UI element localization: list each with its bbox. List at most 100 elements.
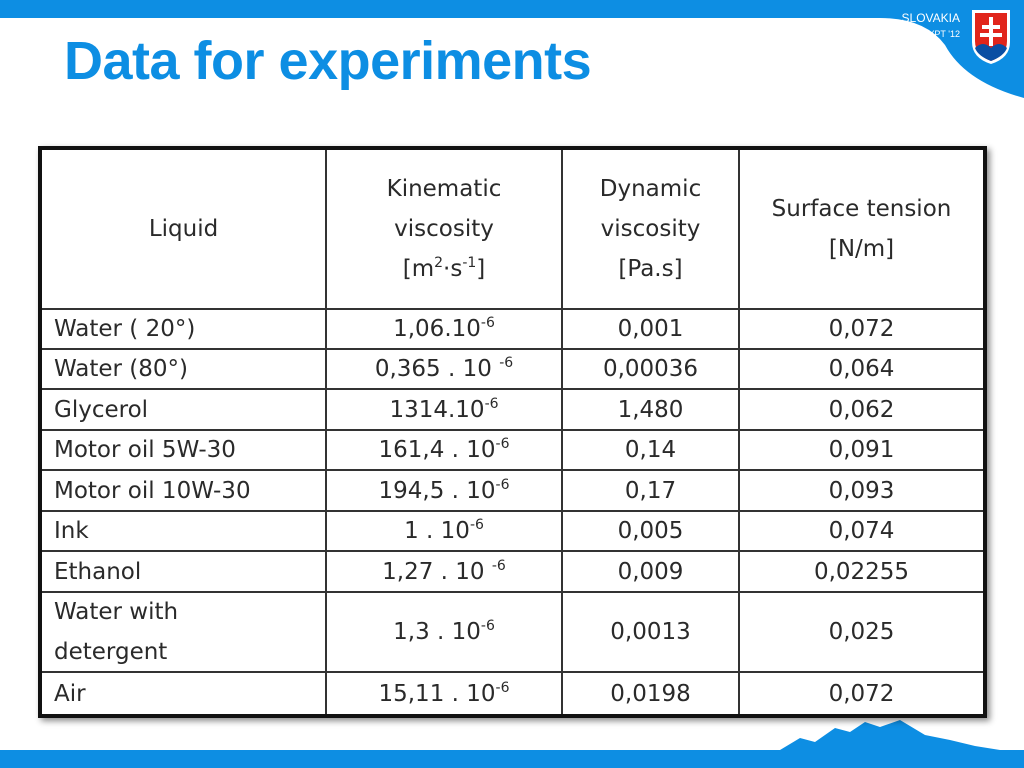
cell-text: 0,093 [828, 477, 895, 504]
bottom-band [0, 750, 1024, 768]
header-text: Liquid [148, 216, 219, 242]
cell-text: Ink [54, 518, 89, 544]
table-cell: 0,14 [563, 431, 740, 469]
header-cell: Dynamic viscosity [Pa.s] [563, 150, 740, 308]
table-cell: 0,093 [740, 471, 983, 510]
cell-text: Water ( 20°) [54, 316, 196, 342]
cell-line: detergent [54, 639, 168, 665]
cell-value: 161,4 . 10-6 [378, 430, 509, 470]
cell-text: 0,0013 [610, 619, 691, 645]
table-cell: 15,11 . 10-6 [327, 673, 563, 714]
cell-text: 0,025 [828, 619, 895, 645]
table-row: Ink 1 . 10-6 0,005 0,074 [42, 512, 983, 552]
cell-value: 1,3 . 10-6 [393, 612, 495, 652]
table-cell: 1,480 [563, 390, 740, 429]
table-row: Motor oil 10W-30 194,5 . 10-6 0,17 0,093 [42, 471, 983, 512]
table-row: Glycerol 1314.10-6 1,480 0,062 [42, 390, 983, 431]
superscript: -6 [469, 517, 484, 533]
superscript: -6 [495, 476, 510, 493]
header-text: ] [476, 256, 486, 282]
header-text: [N/m] [828, 236, 895, 262]
cell-value: 1,06.10-6 [393, 309, 495, 349]
table-cell: Ink [42, 512, 327, 550]
mountains [780, 720, 1000, 750]
table-cell: 1 . 10-6 [327, 512, 563, 550]
table-cell: 0,072 [740, 673, 983, 714]
header-line: Kinematic [387, 169, 502, 209]
table-cell: 194,5 . 10-6 [327, 471, 563, 510]
cell-text: 1,480 [617, 396, 684, 423]
header-line: [N/m] [829, 229, 894, 269]
table-cell: 0,025 [740, 593, 983, 671]
table-cell: 0,074 [740, 512, 983, 550]
cell-text: 0,365 . 10 [374, 356, 500, 382]
logo-country: SLOVAKIA [902, 11, 960, 25]
superscript: -1 [462, 255, 477, 271]
table-cell: 0,365 . 10 -6 [327, 350, 563, 388]
cell-text: Motor oil 10W-30 [54, 477, 251, 504]
header-line: [Pa.s] [618, 249, 682, 289]
superscript: -6 [495, 679, 510, 696]
cell-value: 1 . 10-6 [404, 511, 484, 551]
cell-text: 0,02255 [813, 558, 910, 585]
table-cell: 0,0013 [563, 593, 740, 671]
cell-text: 1314.10 [389, 396, 485, 423]
cell-text: 1,06.10 [393, 316, 481, 342]
header-line: viscosity [394, 209, 494, 249]
cell-value: 0,365 . 10 -6 [375, 349, 513, 389]
cell-text: 0,072 [828, 680, 895, 707]
table-row: Motor oil 5W-30 161,4 . 10-6 0,14 0,091 [42, 431, 983, 471]
header-line: Dynamic [600, 169, 701, 209]
table-cell: 0,0198 [563, 673, 740, 714]
cell-value: 15,11 . 10-6 [378, 674, 509, 714]
superscript: -6 [484, 395, 499, 412]
cell-line: Water with [54, 599, 179, 625]
header-text: viscosity [394, 216, 494, 242]
table-cell: Motor oil 5W-30 [42, 431, 327, 469]
cell-text: Glycerol [54, 396, 149, 423]
table-row: Water ( 20°) 1,06.10-6 0,001 0,072 [42, 310, 983, 350]
cell-text: Air [54, 680, 86, 707]
header-line: Surface tension [772, 189, 952, 229]
table-row: Liquid Kinematic viscosity [m2·s-1] Dynamic v… [42, 150, 983, 310]
table-cell: 0,091 [740, 431, 983, 469]
superscript: -6 [480, 315, 495, 331]
table-row: Air 15,11 . 10-6 0,0198 0,072 [42, 673, 983, 714]
superscript: -6 [495, 436, 510, 452]
table-cell: Water ( 20°) [42, 310, 327, 348]
table-cell: 1314.10-6 [327, 390, 563, 429]
slide-title: Data for experiments [64, 31, 592, 91]
logo-event: IYPT '12 [926, 29, 960, 39]
table-cell: 0,064 [740, 350, 983, 388]
table-cell: 1,27 . 10 -6 [327, 552, 563, 591]
table-cell: 161,4 . 10-6 [327, 431, 563, 469]
top-band [0, 0, 1024, 98]
data-table: Liquid Kinematic viscosity [m2·s-1] Dynamic v… [38, 146, 987, 718]
header-text: ·s [443, 256, 463, 282]
cell-text: 1,27 . 10 [382, 558, 492, 585]
header-line: [m2·s-1] [403, 249, 486, 289]
cell-text: 1 . 10 [404, 518, 470, 544]
superscript: -6 [491, 557, 506, 574]
cell-text: Motor oil 5W-30 [54, 437, 236, 463]
header-cell: Surface tension [N/m] [740, 150, 983, 308]
table-row: Ethanol 1,27 . 10 -6 0,009 0,02255 [42, 552, 983, 593]
table-cell: Water (80°) [42, 350, 327, 388]
table-cell: 0,02255 [740, 552, 983, 591]
table-cell: 0,072 [740, 310, 983, 348]
table-cell: Water with detergent [42, 593, 327, 671]
table-cell: Air [42, 673, 327, 714]
cell-text: 0,14 [624, 437, 677, 463]
cell-text: 0,009 [617, 558, 684, 585]
double-cross [980, 17, 1002, 46]
cell-text: 0,00036 [602, 356, 699, 382]
cell-text: Ethanol [54, 558, 142, 585]
table-cell: Ethanol [42, 552, 327, 591]
cell-text: 0,091 [828, 437, 895, 463]
cell-text: 0,001 [617, 316, 684, 342]
header-text: viscosity [600, 216, 701, 242]
header-text: Dynamic [599, 176, 702, 202]
shield-hills [975, 44, 1007, 61]
table-cell: 0,00036 [563, 350, 740, 388]
